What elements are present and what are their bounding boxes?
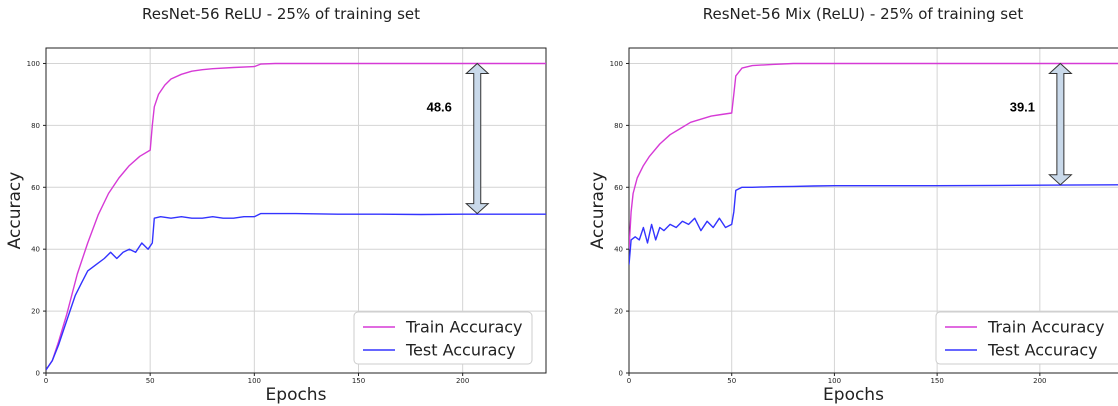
series-line-test-accuracy [629, 184, 1118, 265]
chart-title: ResNet-56 Mix (ReLU) - 25% of training s… [703, 5, 1024, 23]
x-tick-label: 0 [44, 377, 48, 385]
series-line-train-accuracy [629, 62, 1118, 250]
y-tick-label: 20 [31, 308, 40, 316]
gap-label: 39.1 [1010, 99, 1035, 114]
series-group [46, 62, 546, 371]
y-tick-label: 80 [31, 122, 40, 130]
legend-label: Test Accuracy [987, 341, 1098, 360]
series-line-test-accuracy [46, 212, 546, 371]
y-tick-label: 60 [31, 184, 40, 192]
legend-box [353, 311, 533, 365]
gap-double-arrow [1048, 62, 1073, 186]
gap-double-arrow [464, 62, 490, 215]
y-axis-title: Accuracy [588, 172, 608, 250]
chart-title: ResNet-56 ReLU - 25% of training set [142, 5, 420, 23]
legend: Train Accuracy Test Accuracy [935, 311, 1118, 365]
y-tick-label: 80 [614, 122, 623, 130]
series-line-train-accuracy [46, 62, 546, 371]
legend-label: Train Accuracy [987, 318, 1105, 337]
y-tick-label: 100 [27, 60, 40, 68]
legend: Train Accuracy Test Accuracy [353, 311, 533, 365]
legend-label: Test Accuracy [405, 341, 516, 360]
x-tick-label: 50 [146, 377, 155, 385]
y-tick-label: 0 [619, 370, 623, 378]
legend-box [935, 311, 1118, 365]
x-axis-title: Epochs [266, 385, 327, 405]
y-tick-label: 20 [614, 308, 623, 316]
y-axis-title: Accuracy [5, 172, 25, 250]
series-group [629, 62, 1118, 265]
y-tick-label: 40 [31, 246, 40, 254]
gap-label: 48.6 [427, 99, 452, 114]
legend-label: Train Accuracy [405, 318, 523, 337]
y-tick-label: 40 [614, 246, 623, 254]
x-tick-label: 200 [1033, 377, 1046, 385]
x-tick-label: 0 [627, 377, 631, 385]
x-tick-label: 100 [828, 377, 841, 385]
x-tick-label: 50 [727, 377, 736, 385]
y-tick-label: 0 [36, 370, 40, 378]
x-tick-label: 200 [456, 377, 469, 385]
y-tick-label: 100 [610, 60, 623, 68]
plot-area [628, 47, 1118, 374]
chart-panel-1: ResNet-56 ReLU - 25% of training set 0 50 1… [5, 5, 547, 405]
x-tick-label: 150 [352, 377, 365, 385]
x-tick-label: 100 [248, 377, 261, 385]
y-tick-label: 60 [614, 184, 623, 192]
x-tick-label: 150 [930, 377, 943, 385]
plot-area [45, 47, 547, 374]
chart-panel-2: ResNet-56 Mix (ReLU) - 25% of training s… [588, 5, 1118, 405]
x-axis-title: Epochs [823, 385, 884, 405]
